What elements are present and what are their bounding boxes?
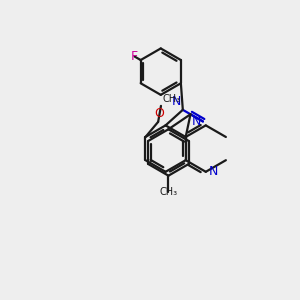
- Text: CH₃: CH₃: [162, 94, 181, 104]
- Text: N: N: [172, 95, 182, 108]
- Text: O: O: [154, 106, 164, 120]
- Text: N: N: [192, 115, 202, 128]
- Text: F: F: [131, 50, 138, 63]
- Text: N: N: [209, 165, 218, 178]
- Text: CH₃: CH₃: [159, 187, 178, 197]
